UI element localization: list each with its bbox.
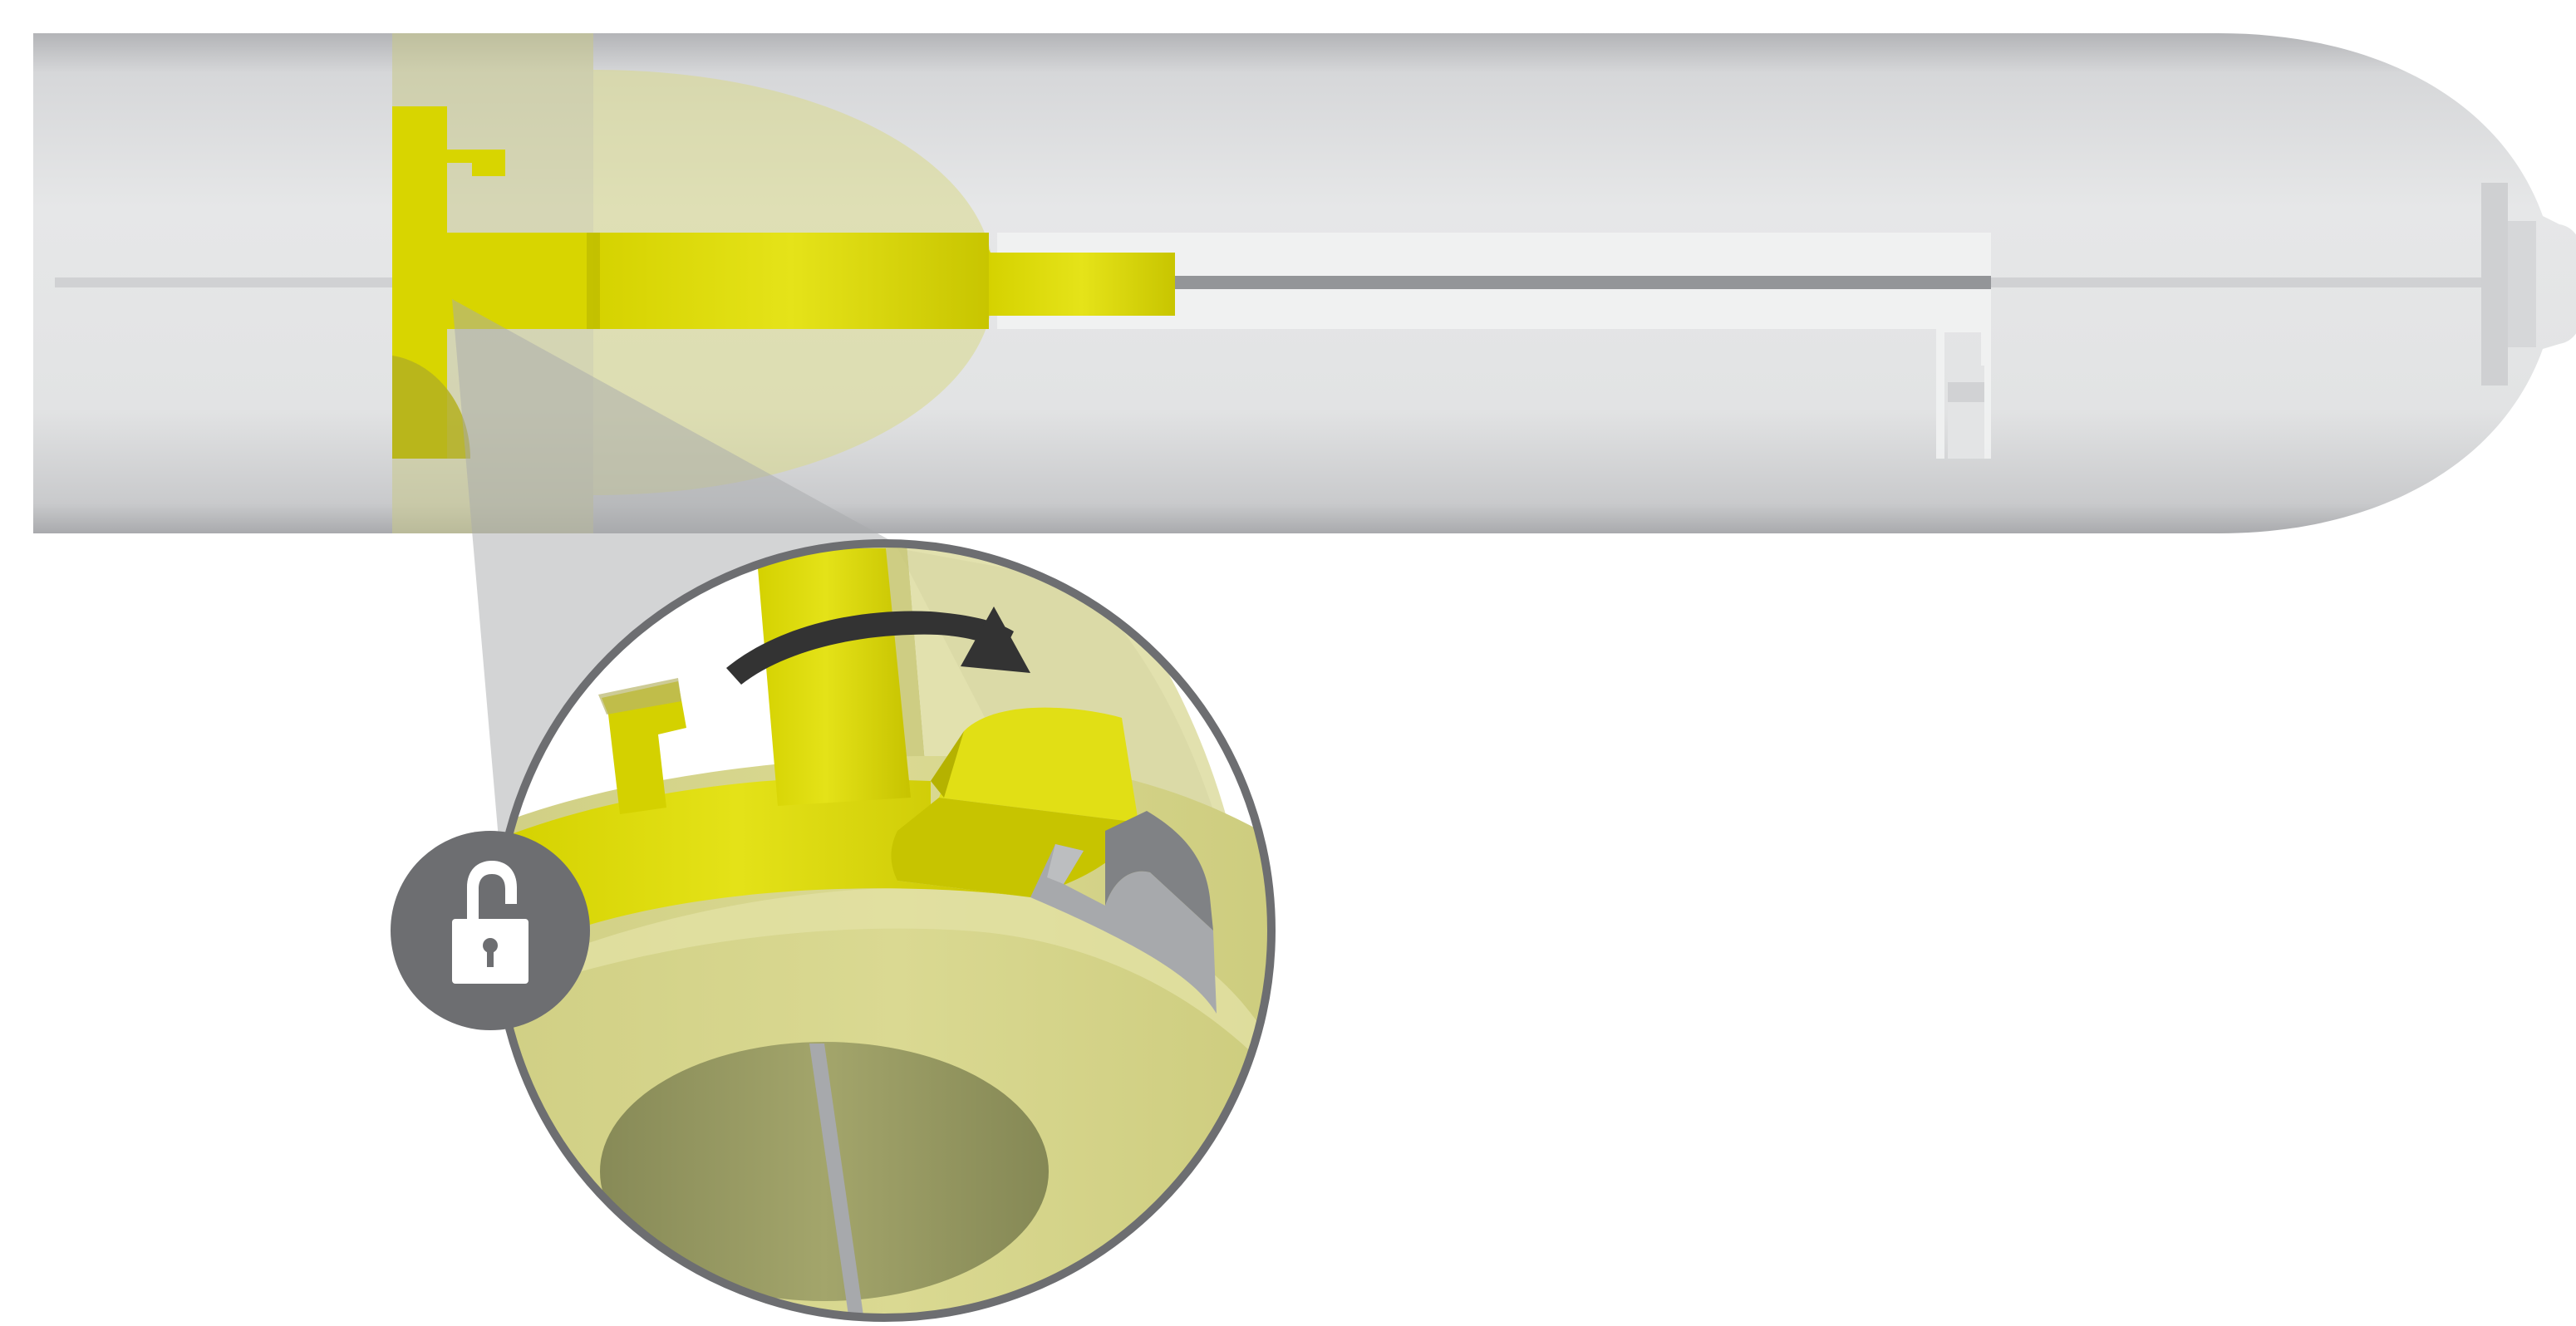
bore-opening — [600, 1042, 1049, 1301]
locking-key — [602, 681, 686, 814]
magnifier-callout — [493, 539, 1276, 1322]
rotation-ring — [499, 778, 1030, 964]
rotation-arrow-icon — [726, 607, 1030, 685]
dose-rod — [989, 253, 1175, 316]
stem — [756, 548, 911, 806]
dose-mechanism — [392, 33, 1175, 533]
latch — [1030, 844, 1217, 1014]
cam-block — [939, 707, 1138, 823]
end-button — [2481, 183, 2536, 386]
unlock-icon — [391, 831, 590, 1030]
inner-shaft — [809, 1044, 864, 1318]
plunger-shaft — [1163, 276, 1991, 289]
